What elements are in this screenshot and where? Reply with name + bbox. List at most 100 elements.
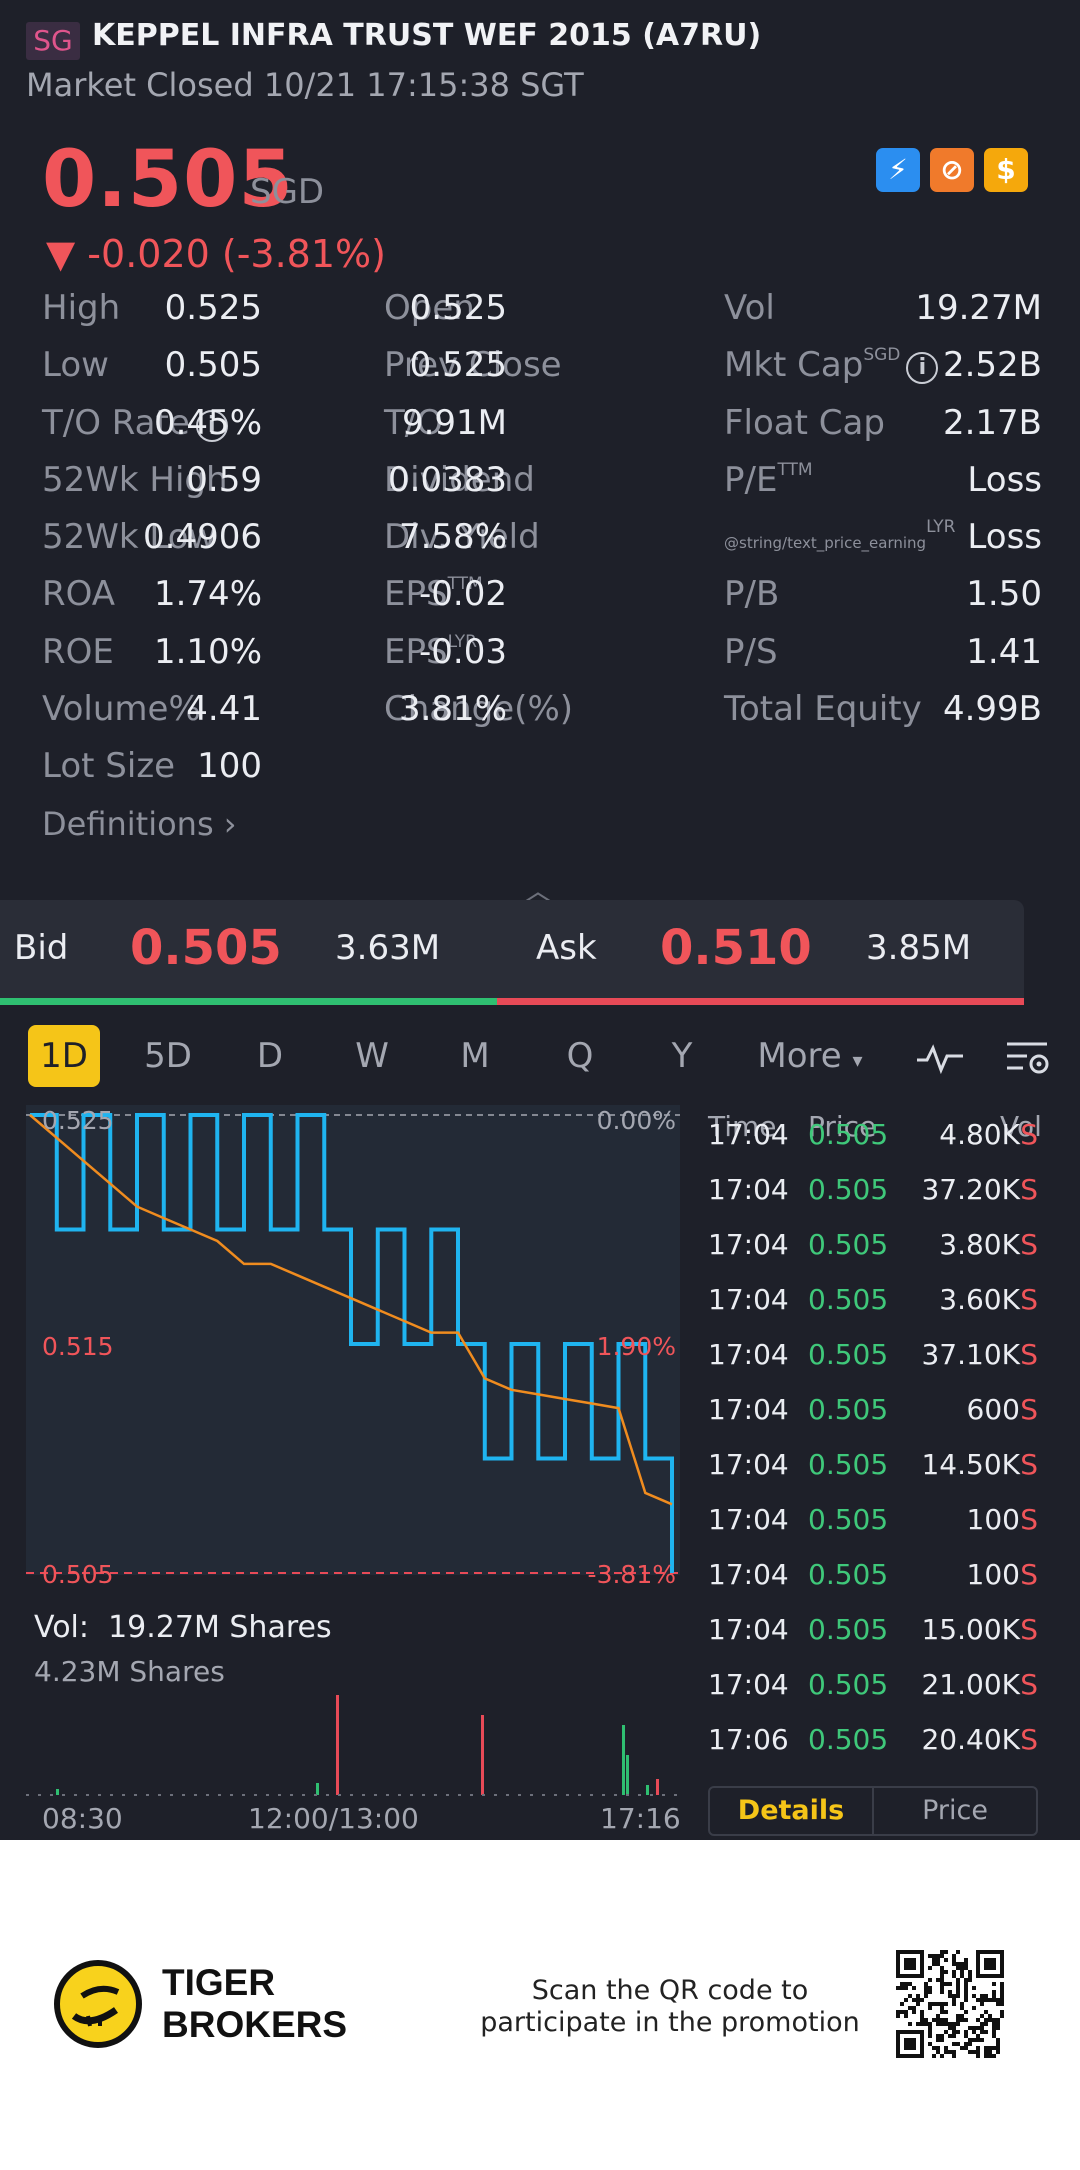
trade-price: 0.505 (808, 1338, 889, 1371)
trade-side: S (1020, 1558, 1038, 1591)
stat-value: 7.58% (398, 517, 507, 558)
volume-bar (316, 1783, 319, 1795)
stats-row: Low 0.505 Prev Close 0.525 Mkt CapSGD i 2.52B (42, 345, 1042, 402)
tab-5d[interactable]: 5D (144, 1036, 192, 1076)
pct-mid-label: 1.90% (597, 1332, 676, 1361)
stat-value: 1.41 (966, 631, 1042, 672)
trade-price: 0.505 (808, 1668, 889, 1701)
exchange-badge: SG (26, 22, 80, 60)
last-price: 0.505 (42, 135, 294, 225)
bid-price: 0.505 (130, 920, 282, 976)
trade-price: 0.505 (808, 1448, 889, 1481)
indicator-icon[interactable] (910, 1025, 970, 1087)
trade-volume: 100 (966, 1503, 1020, 1536)
volume-bar (336, 1695, 339, 1795)
stat-label: High (42, 288, 121, 328)
trade-side: S (1020, 1173, 1038, 1206)
trade-row: 17:04 0.505 600 S (708, 1393, 1038, 1448)
trade-time: 17:04 (708, 1558, 789, 1591)
trade-side: S (1020, 1668, 1038, 1701)
trade-side: S (1020, 1118, 1038, 1151)
stat-value: 9.91M (401, 402, 507, 443)
trade-volume: 21.00K (921, 1668, 1020, 1701)
stat-label: Change(%) (384, 689, 574, 730)
stats-row: 52Wk Low 0.4906 Div. Yield 7.58% @string/tex… (42, 517, 1042, 574)
stat-label: Mkt CapSGD i (724, 345, 939, 385)
trades-header-time: Time (708, 1110, 777, 1143)
price-chart-svg: 0.525 0.515 0.505 0.00% 1.90% -3.81% (26, 1105, 680, 1589)
info-icon[interactable]: i (906, 352, 939, 385)
stat-value: Loss (967, 459, 1042, 500)
stat-label: T/O (384, 402, 443, 443)
trades-view-toggle: Details Price (708, 1786, 1038, 1836)
tab-y[interactable]: Y (671, 1036, 693, 1076)
volume-bar (646, 1785, 649, 1795)
trade-time: 17:04 (708, 1173, 789, 1206)
stat-value: 0.0383 (388, 459, 507, 500)
stat-label: Open (384, 288, 475, 328)
stats-grid: High 0.525 Open 0.525 Vol 19.27M Low 0.505 Prev … (42, 288, 1042, 796)
stat-label: Volume% (42, 689, 201, 730)
dollar-badge-icon[interactable]: $ (984, 148, 1028, 192)
time-end-label: 17:16 (600, 1802, 681, 1835)
currency-label: SGD (250, 172, 325, 212)
tab-m[interactable]: M (460, 1036, 490, 1076)
stat-label: P/ETTM (724, 459, 813, 500)
volume-bar (626, 1755, 629, 1795)
trade-volume: 37.20K (921, 1173, 1020, 1206)
volume-scale-label: 4.23M Shares (34, 1655, 225, 1688)
pct-top-label: 0.00% (597, 1106, 676, 1135)
stat-label: ROE (42, 631, 114, 672)
tiger-logo-icon (54, 1960, 142, 2048)
options-badge-icon[interactable]: ⊘ (930, 148, 974, 192)
promo-text: Scan the QR code to participate in the pr… (480, 1975, 860, 2038)
stat-label: Lot Size (42, 746, 176, 787)
stat-value: 0.45% (153, 402, 262, 443)
ask-label: Ask (536, 928, 597, 968)
tab-1d[interactable]: 1D (28, 1025, 100, 1087)
trade-time: 17:04 (708, 1613, 789, 1646)
trade-price: 0.505 (808, 1613, 889, 1646)
stat-value: Loss (967, 517, 1042, 558)
tab-w[interactable]: W (355, 1036, 389, 1076)
lightning-badge-icon[interactable]: ⚡ (876, 148, 920, 192)
trade-row: 17:04 0.505 37.10K S (708, 1338, 1038, 1393)
trade-volume: 4.80K (939, 1118, 1020, 1151)
trade-row: 17:04 0.505 3.60K S (708, 1283, 1038, 1338)
y-bottom-label: 0.505 (42, 1560, 114, 1589)
trade-ticker-list[interactable]: 17:04 0.505 4.80K S 17:04 0.505 37.20K S 17:04 0.… (708, 1118, 1038, 1753)
trade-price: 0.505 (808, 1228, 889, 1261)
qr-code-icon[interactable] (896, 1950, 1004, 2058)
info-icon[interactable]: i (195, 409, 228, 442)
bid-ask-bar: Bid 0.505 3.63M Ask 0.510 3.85M (0, 900, 1024, 998)
trade-side: S (1020, 1283, 1038, 1316)
trade-price: 0.505 (808, 1723, 889, 1753)
intraday-price-chart[interactable]: 0.525 0.515 0.505 0.00% 1.90% -3.81% (26, 1105, 680, 1605)
trade-price: 0.505 (808, 1283, 889, 1316)
trade-row: 17:06 0.505 20.40K S (708, 1723, 1038, 1753)
trade-row: 17:04 0.505 21.00K S (708, 1668, 1038, 1723)
volume-bar (622, 1725, 625, 1795)
price-change: ▼ -0.020 (-3.81%) (46, 232, 386, 276)
stats-row: ROE 1.10% EPSLYR -0.03 P/S 1.41 (42, 632, 1042, 689)
bid-label: Bid (14, 928, 69, 968)
market-status: Market Closed 10/21 17:15:38 SGT (26, 66, 584, 104)
trade-volume: 3.80K (939, 1228, 1020, 1261)
chart-settings-icon[interactable] (1000, 1025, 1056, 1087)
stat-value: 0.505 (164, 345, 262, 386)
trade-row: 17:04 0.505 3.80K S (708, 1228, 1038, 1283)
stat-label: P/B (724, 574, 780, 615)
trade-side: S (1020, 1338, 1038, 1371)
stat-label: EPSLYR (384, 631, 477, 672)
tab-more[interactable]: More ▾ (757, 1036, 863, 1076)
price-segment[interactable]: Price (922, 1795, 988, 1826)
trade-side: S (1020, 1393, 1038, 1426)
volume-chart (26, 1650, 680, 1800)
tab-q[interactable]: Q (566, 1036, 594, 1076)
details-segment[interactable]: Details (710, 1788, 874, 1834)
trade-row: 17:04 0.505 15.00K S (708, 1613, 1038, 1668)
tab-d[interactable]: D (256, 1036, 284, 1076)
stat-value: 0.525 (409, 288, 507, 328)
stat-value: 0.525 (409, 345, 507, 386)
definitions-link[interactable]: Definitions › (42, 805, 237, 843)
